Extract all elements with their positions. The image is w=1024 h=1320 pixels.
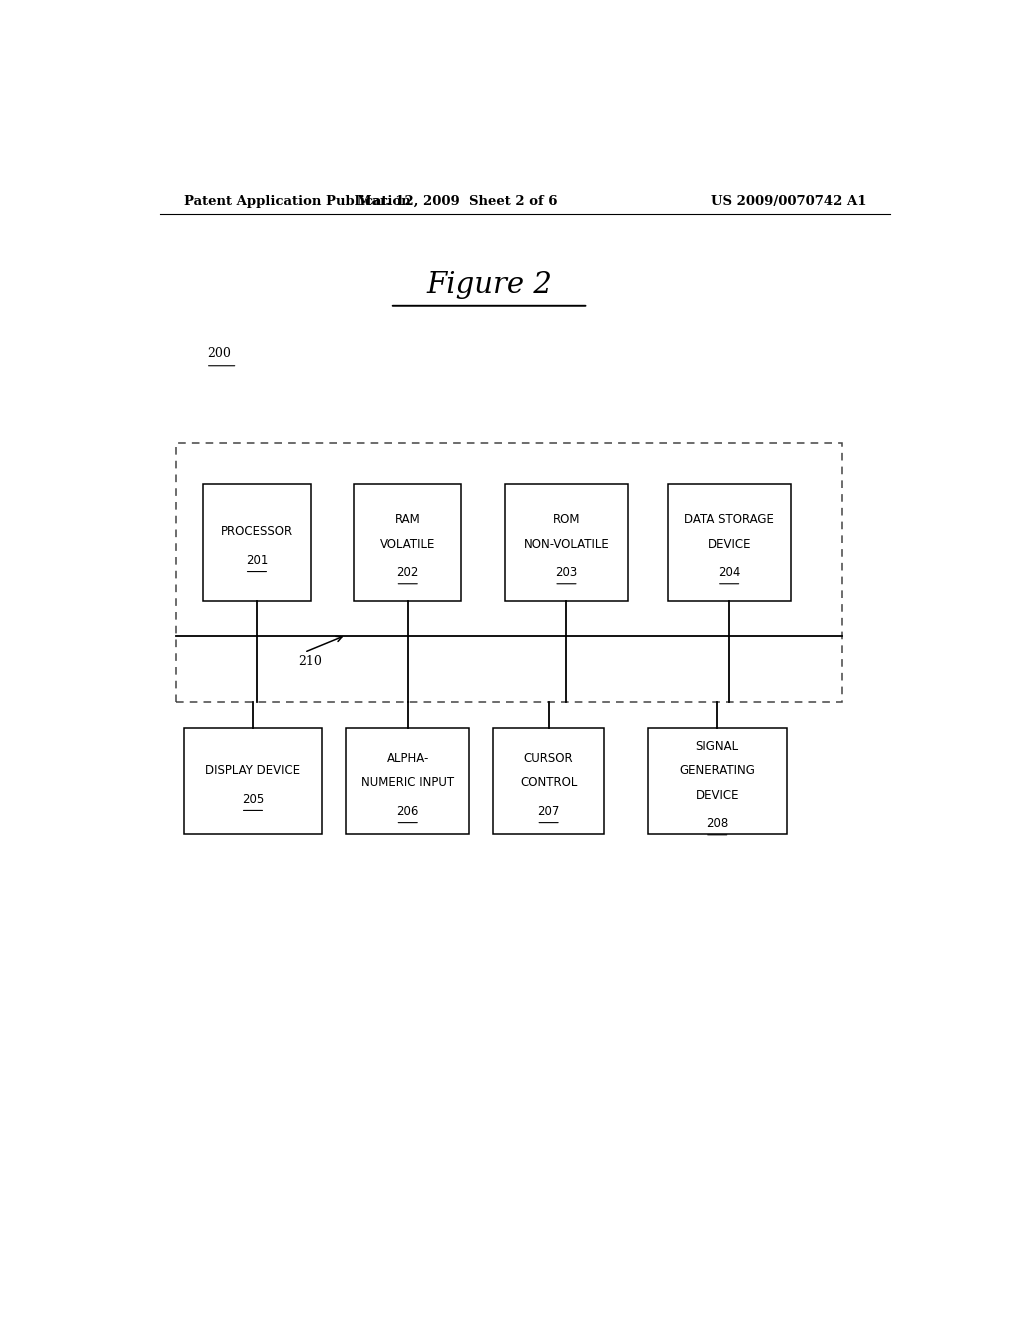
Text: NON-VOLATILE: NON-VOLATILE xyxy=(523,537,609,550)
Text: PROCESSOR: PROCESSOR xyxy=(221,525,293,539)
Bar xyxy=(176,444,842,702)
Text: 203: 203 xyxy=(555,566,578,579)
Text: 207: 207 xyxy=(538,805,560,818)
Text: 204: 204 xyxy=(718,566,740,579)
Text: Figure 2: Figure 2 xyxy=(426,272,552,300)
Text: 210: 210 xyxy=(299,655,323,668)
Text: 202: 202 xyxy=(396,566,419,579)
Text: US 2009/0070742 A1: US 2009/0070742 A1 xyxy=(711,194,866,207)
Text: Patent Application Publication: Patent Application Publication xyxy=(183,194,411,207)
Text: DISPLAY DEVICE: DISPLAY DEVICE xyxy=(206,764,301,777)
Bar xyxy=(354,483,461,601)
Text: NUMERIC INPUT: NUMERIC INPUT xyxy=(361,776,455,789)
Bar xyxy=(668,483,791,601)
Text: SIGNAL: SIGNAL xyxy=(695,741,738,752)
Text: 208: 208 xyxy=(707,817,728,830)
Text: CONTROL: CONTROL xyxy=(520,776,578,789)
Text: 200: 200 xyxy=(207,347,231,360)
Text: 206: 206 xyxy=(396,805,419,818)
Text: 205: 205 xyxy=(242,793,264,805)
Text: DEVICE: DEVICE xyxy=(695,788,739,801)
Bar xyxy=(494,727,604,834)
Text: DATA STORAGE: DATA STORAGE xyxy=(684,513,774,527)
Bar xyxy=(505,483,628,601)
Text: DEVICE: DEVICE xyxy=(708,537,751,550)
Text: Mar. 12, 2009  Sheet 2 of 6: Mar. 12, 2009 Sheet 2 of 6 xyxy=(357,194,558,207)
Text: ALPHA-: ALPHA- xyxy=(386,752,429,766)
Text: CURSOR: CURSOR xyxy=(524,752,573,766)
Bar xyxy=(204,483,310,601)
Bar xyxy=(183,727,323,834)
Text: ROM: ROM xyxy=(553,513,581,527)
Text: 201: 201 xyxy=(246,554,268,566)
Text: RAM: RAM xyxy=(395,513,421,527)
Text: GENERATING: GENERATING xyxy=(679,764,755,777)
Text: VOLATILE: VOLATILE xyxy=(380,537,435,550)
Bar xyxy=(648,727,786,834)
Bar xyxy=(346,727,469,834)
